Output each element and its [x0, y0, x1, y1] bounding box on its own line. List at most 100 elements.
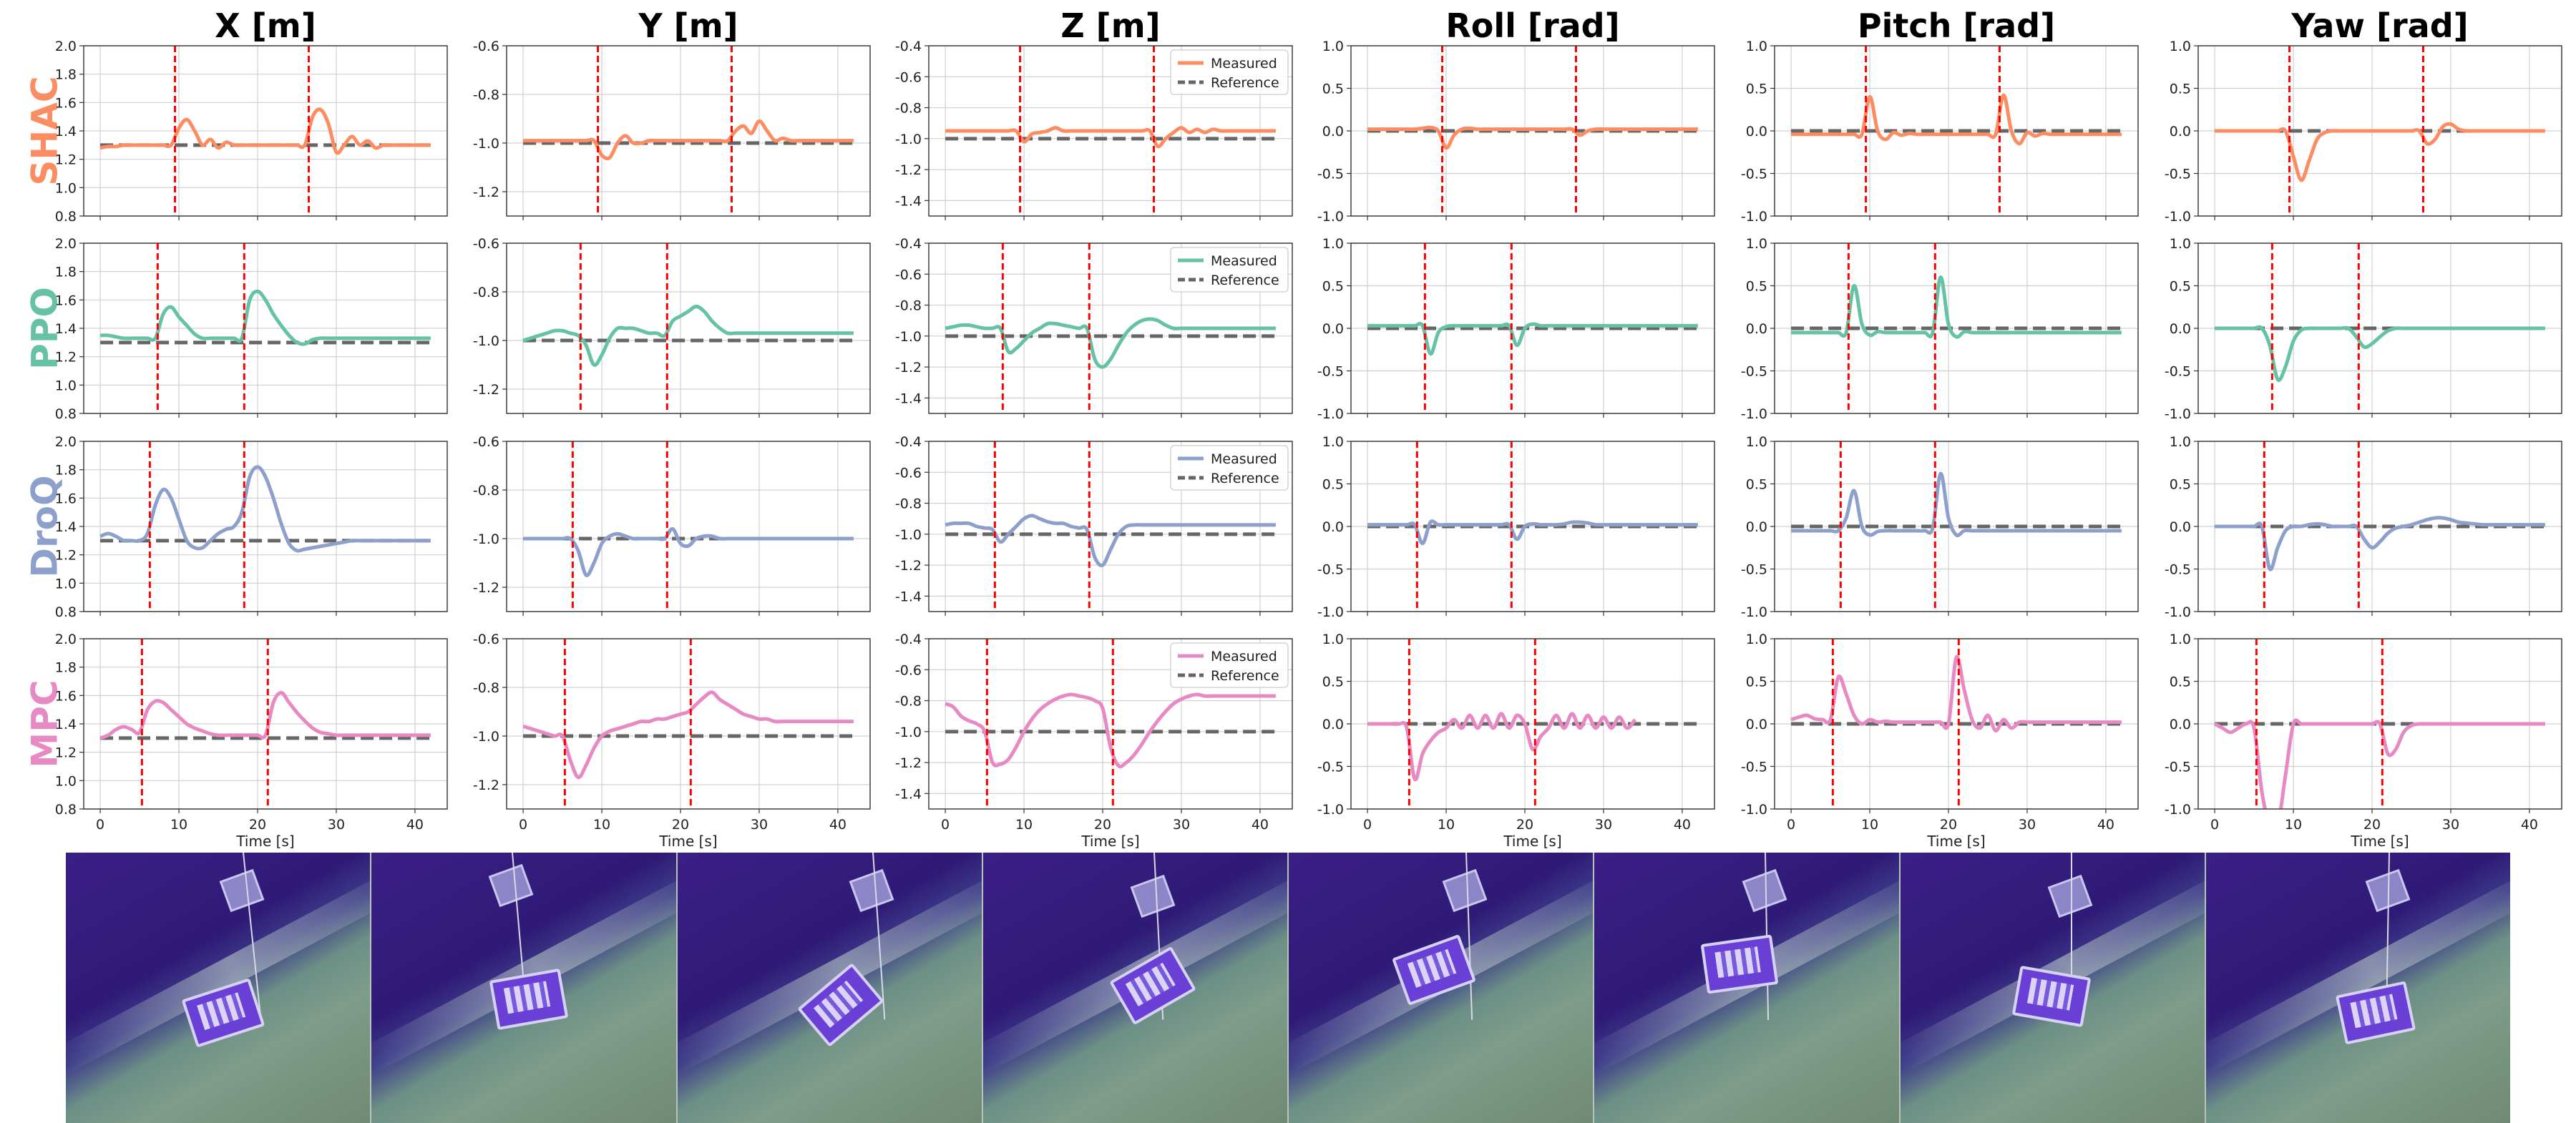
- y-tick-label: 0.5: [1322, 279, 1344, 295]
- photo-frame: [1900, 853, 2206, 1123]
- legend: Measured Reference: [1170, 247, 1289, 293]
- y-tick-label: -1.2: [473, 778, 499, 793]
- y-tick-label: 1.4: [55, 124, 77, 139]
- y-tick-label: 1.0: [2170, 39, 2191, 54]
- y-tick-label: -0.4: [895, 236, 922, 252]
- x-tick-label: 40: [2097, 817, 2114, 833]
- measured-series: [99, 107, 431, 155]
- y-tick-label: 1.0: [55, 180, 77, 196]
- x-tick-label: 40: [406, 817, 424, 833]
- y-tick-label: -0.4: [895, 434, 922, 450]
- panel-mpc-z-m: -1.4 -1.2 -1.0 -0.8 -0.6 -0.4 0 10 20 30 40 Time [s…: [895, 632, 1293, 850]
- y-tick-label: -1.0: [2165, 802, 2191, 818]
- panel-droq-roll-rad: -1.0 -0.5 0.0 0.5 1.0: [1317, 434, 1715, 620]
- measured-series: [523, 526, 854, 577]
- legend: Measured Reference: [1170, 642, 1289, 688]
- y-tick-label: 0.0: [1322, 717, 1344, 732]
- legend-measured-label: Measured: [1211, 253, 1277, 269]
- x-axis-label: Time [s]: [1080, 833, 1139, 850]
- x-tick-label: 30: [2019, 817, 2036, 833]
- y-tick-label: -1.0: [1317, 406, 1344, 422]
- y-tick-label: -0.4: [895, 39, 922, 54]
- photo-frame: [1289, 853, 1595, 1123]
- panel-ppo-roll-rad: -1.0 -0.5 0.0 0.5 1.0: [1317, 236, 1715, 422]
- y-tick-label: -1.0: [473, 136, 499, 152]
- y-tick-label: 1.0: [1322, 434, 1344, 450]
- panel-ppo-x-m: 0.8 1.0 1.2 1.4 1.6 1.8 2.0: [55, 236, 448, 422]
- y-tick-label: -0.5: [1741, 364, 1767, 380]
- column-title-pitch-rad: Pitch [rad]: [1858, 6, 2055, 45]
- y-tick-label: -0.8: [895, 496, 922, 512]
- x-tick-label: 0: [1787, 817, 1795, 833]
- y-tick-label: -0.5: [2165, 364, 2191, 380]
- y-tick-label: -1.2: [473, 580, 499, 596]
- x-tick-label: 10: [1015, 817, 1033, 833]
- panel-ppo-y-m: -1.2 -1.0 -0.8 -0.6: [473, 236, 871, 418]
- x-tick-label: 0: [1363, 817, 1372, 833]
- y-tick-label: -1.4: [895, 193, 922, 209]
- x-tick-label: 20: [1940, 817, 1957, 833]
- axes-frame: [83, 45, 448, 217]
- measured-series: [1791, 471, 2122, 538]
- y-tick-label: -1.0: [1317, 604, 1344, 620]
- y-tick-label: -0.5: [1317, 167, 1344, 182]
- x-tick-label: 0: [2210, 817, 2219, 833]
- y-tick-label: -1.0: [1741, 209, 1767, 225]
- y-tick-label: 0.0: [2170, 124, 2191, 139]
- y-tick-label: 0.0: [1322, 124, 1344, 139]
- data-area: [945, 441, 1276, 612]
- y-tick-label: 0.8: [55, 604, 77, 620]
- y-tick-label: 1.8: [55, 463, 77, 479]
- x-tick-label: 20: [249, 817, 266, 833]
- data-area: [1367, 243, 1698, 413]
- measured-series: [945, 126, 1276, 149]
- x-tick-label: 20: [672, 817, 689, 833]
- y-tick-label: -1.0: [1741, 802, 1767, 818]
- data-area: [1367, 46, 1698, 216]
- photo-frame: [982, 853, 1289, 1123]
- y-tick-label: 0.5: [2170, 675, 2191, 690]
- measured-series: [2215, 516, 2545, 572]
- y-tick-label: -1.2: [473, 185, 499, 200]
- y-tick-label: 0.8: [55, 406, 77, 422]
- y-tick-label: 0.0: [1746, 321, 1767, 337]
- measured-series: [1790, 654, 2122, 733]
- data-area: [522, 243, 854, 413]
- y-tick-label: -0.8: [473, 285, 499, 300]
- panel-droq-yaw-rad: -1.0 -0.5 0.0 0.5 1.0: [2165, 434, 2562, 620]
- panel-mpc-x-m: 0.8 1.0 1.2 1.4 1.6 1.8 2.0 0 10 20 30 40 Time [s]: [55, 632, 448, 850]
- y-tick-label: 1.0: [55, 378, 77, 393]
- y-tick-label: 1.0: [1746, 434, 1767, 450]
- y-tick-label: -1.0: [2165, 604, 2191, 620]
- y-tick-label: -0.6: [473, 236, 499, 252]
- y-tick-label: -1.2: [895, 162, 922, 178]
- measured-series: [945, 692, 1276, 769]
- column-title-x-m: X [m]: [215, 6, 316, 45]
- y-tick-label: 1.0: [2170, 236, 2191, 252]
- x-tick-label: 40: [1674, 817, 1691, 833]
- y-tick-label: -1.0: [1317, 209, 1344, 225]
- y-tick-label: -0.5: [1317, 364, 1344, 380]
- axes-frame: [1350, 638, 1715, 810]
- y-tick-label: -0.5: [2165, 760, 2191, 775]
- y-tick-label: -0.8: [473, 483, 499, 499]
- data-area: [2215, 243, 2545, 413]
- y-tick-label: -0.4: [895, 632, 922, 647]
- x-tick-label: 30: [1595, 817, 1612, 833]
- panel-ppo-yaw-rad: -1.0 -0.5 0.0 0.5 1.0: [2165, 236, 2562, 422]
- x-tick-label: 40: [1252, 817, 1269, 833]
- y-tick-label: 0.0: [1322, 519, 1344, 535]
- legend: Measured Reference: [1170, 445, 1289, 491]
- y-tick-label: -1.2: [895, 755, 922, 771]
- figure: X [m] Y [m] Z [m] Roll [rad] Pitch [rad] Yaw …: [24, 6, 2562, 850]
- y-tick-label: 0.5: [1322, 82, 1344, 97]
- y-tick-label: 1.0: [2170, 632, 2191, 647]
- panel-ppo-pitch-rad: -1.0 -0.5 0.0 0.5 1.0: [1741, 236, 2139, 422]
- measured-series: [1367, 322, 1698, 356]
- panel-shac-x-m: 0.8 1.0 1.2 1.4 1.6 1.8 2.0: [55, 39, 448, 225]
- y-tick-label: 0.0: [2170, 321, 2191, 337]
- x-tick-label: 30: [328, 817, 345, 833]
- y-tick-label: 1.6: [55, 491, 77, 506]
- y-tick-label: 0.0: [2170, 519, 2191, 535]
- panel-mpc-yaw-rad: -1.0 -0.5 0.0 0.5 1.0 0 10 20 30 40 Time [s]: [2165, 632, 2562, 850]
